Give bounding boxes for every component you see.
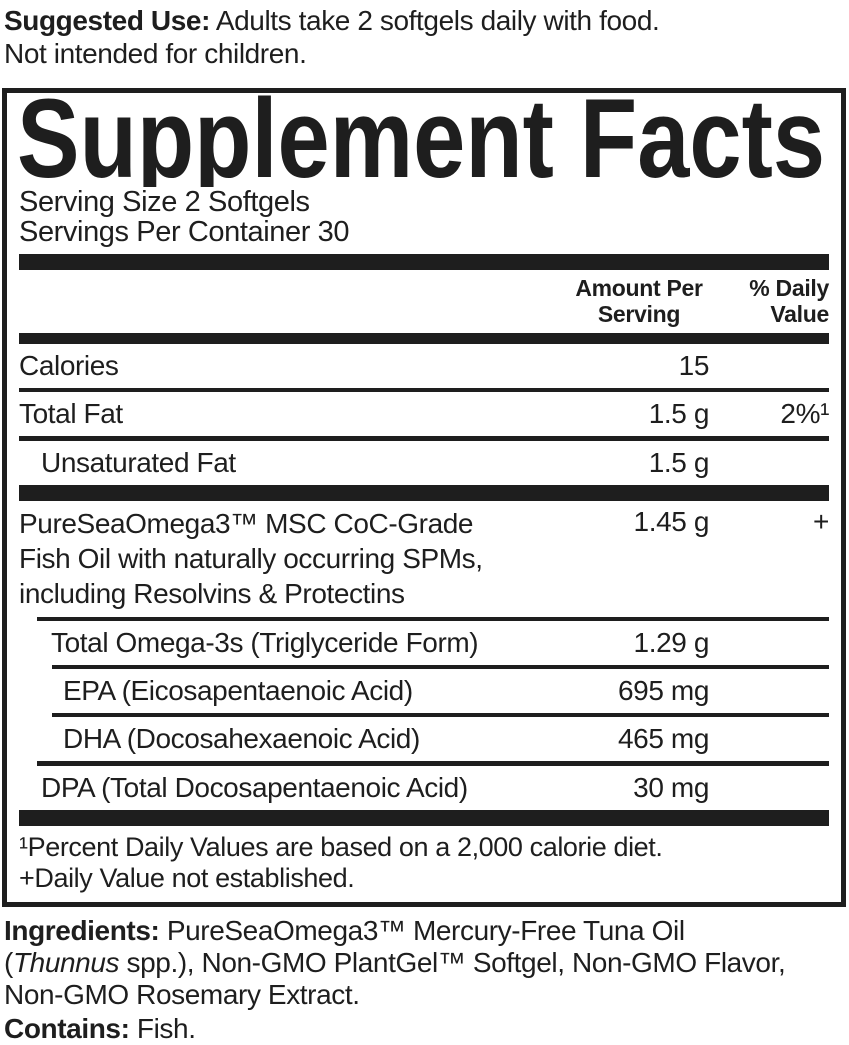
supplement-facts-panel: Supplement Facts Serving Size 2 Softgels… — [2, 88, 846, 907]
nutrient-name: DHA (Docosahexaenoic Acid) — [63, 723, 420, 754]
ingredients-line3: Non-GMO Rosemary Extract. — [4, 979, 360, 1010]
ingredients-species-name: Thunnus — [12, 947, 120, 978]
panel-title: Supplement Facts — [17, 95, 825, 187]
nutrient-dv: 2%¹ — [780, 398, 829, 429]
ingredients-block: Ingredients: PureSeaOmega3™ Mercury-Free… — [2, 915, 847, 1011]
footnote-daily-values: ¹Percent Daily Values are based on a 2,0… — [19, 832, 663, 862]
suggested-use-label: Suggested Use: — [4, 5, 210, 36]
nutrient-name: Calories — [19, 350, 119, 381]
separator-rule — [19, 436, 829, 441]
nutrient-name-line1: PureSeaOmega3™ MSC CoC-Grade — [19, 508, 474, 539]
nutrient-row-unsaturated-fat: Unsaturated Fat 1.5 g — [19, 441, 829, 485]
separator-rule — [19, 388, 829, 392]
serving-size: Serving Size 2 Softgels — [19, 186, 310, 218]
footnotes-block: ¹Percent Daily Values are based on a 2,0… — [19, 826, 829, 902]
panel-title-graphic: Supplement Facts — [17, 95, 825, 187]
separator-rule — [37, 617, 829, 621]
nutrient-row-total-fat: Total Fat 1.5 g 2%¹ — [19, 392, 829, 436]
nutrient-row-fish-oil: PureSeaOmega3™ MSC CoC-Grade Fish Oil wi… — [19, 501, 829, 617]
ingredients-label: Ingredients: — [4, 915, 160, 946]
ingredients-line1: PureSeaOmega3™ Mercury-Free Tuna Oil — [166, 915, 685, 946]
nutrient-name: Total Omega-3s (Triglyceride Form) — [51, 627, 479, 658]
nutrient-name: EPA (Eicosapentaenoic Acid) — [63, 675, 413, 706]
suggested-use-line2: Not intended for children. — [4, 38, 307, 69]
contains-block: Contains: Fish. — [2, 1013, 847, 1045]
suggested-use-line1: Adults take 2 softgels daily with food. — [215, 5, 660, 36]
suggested-use-block: Suggested Use: Adults take 2 softgels da… — [2, 2, 847, 70]
ingredients-line2-rest: spp.), Non-GMO PlantGel™ Softgel, Non-GM… — [126, 947, 786, 978]
nutrient-amount: 1.5 g — [648, 398, 710, 429]
nutrient-name-line2: Fish Oil with naturally occurring SPMs, — [19, 543, 483, 574]
servings-per-container: Servings Per Container 30 — [19, 216, 350, 248]
amount-header-line2: Serving — [597, 301, 681, 327]
dv-header-line1: % Daily — [749, 275, 829, 301]
daily-value-header: % Daily Value — [709, 275, 829, 327]
thick-bar — [19, 333, 829, 344]
thick-bar — [19, 485, 829, 501]
nutrient-amount: 465 mg — [618, 723, 709, 754]
nutrient-name: DPA (Total Docosapentaenoic Acid) — [41, 772, 468, 803]
separator-rule — [52, 713, 829, 717]
nutrient-amount: 15 — [678, 350, 710, 381]
footnote-dv-not-established: +Daily Value not established. — [19, 863, 355, 893]
contains-text: Fish. — [136, 1013, 196, 1044]
separator-rule — [37, 761, 829, 766]
nutrient-amount: 1.29 g — [633, 627, 710, 658]
nutrient-name: Total Fat — [19, 398, 123, 429]
spacer — [19, 275, 569, 327]
dv-header-line2: Value — [770, 301, 829, 327]
column-headers: Amount Per Serving % Daily Value — [19, 270, 829, 333]
separator-rule — [52, 665, 829, 669]
thick-bar — [19, 254, 829, 270]
ingredients-line2-open: ( — [4, 947, 13, 978]
nutrient-amount: 1.5 g — [648, 447, 710, 478]
amount-header-line1: Amount Per — [575, 275, 703, 301]
amount-per-serving-header: Amount Per Serving — [569, 275, 709, 327]
nutrient-name: Unsaturated Fat — [41, 447, 236, 478]
nutrient-dv: + — [813, 506, 829, 537]
nutrient-row-calories: Calories 15 — [19, 344, 829, 388]
nutrient-amount: 695 mg — [618, 675, 709, 706]
contains-label: Contains: — [4, 1013, 130, 1044]
nutrient-row-epa: EPA (Eicosapentaenoic Acid) 695 mg — [19, 669, 829, 713]
nutrient-name-line3: including Resolvins & Protectins — [19, 578, 405, 609]
nutrient-row-dpa: DPA (Total Docosapentaenoic Acid) 30 mg — [19, 766, 829, 810]
thick-bar — [19, 810, 829, 826]
nutrient-row-total-omega3s: Total Omega-3s (Triglyceride Form) 1.29 … — [19, 621, 829, 665]
nutrient-amount: 1.45 g — [633, 506, 710, 537]
nutrient-row-dha: DHA (Docosahexaenoic Acid) 465 mg — [19, 717, 829, 761]
nutrient-amount: 30 mg — [633, 772, 709, 803]
nutrient-name: PureSeaOmega3™ MSC CoC-Grade Fish Oil wi… — [19, 506, 569, 611]
